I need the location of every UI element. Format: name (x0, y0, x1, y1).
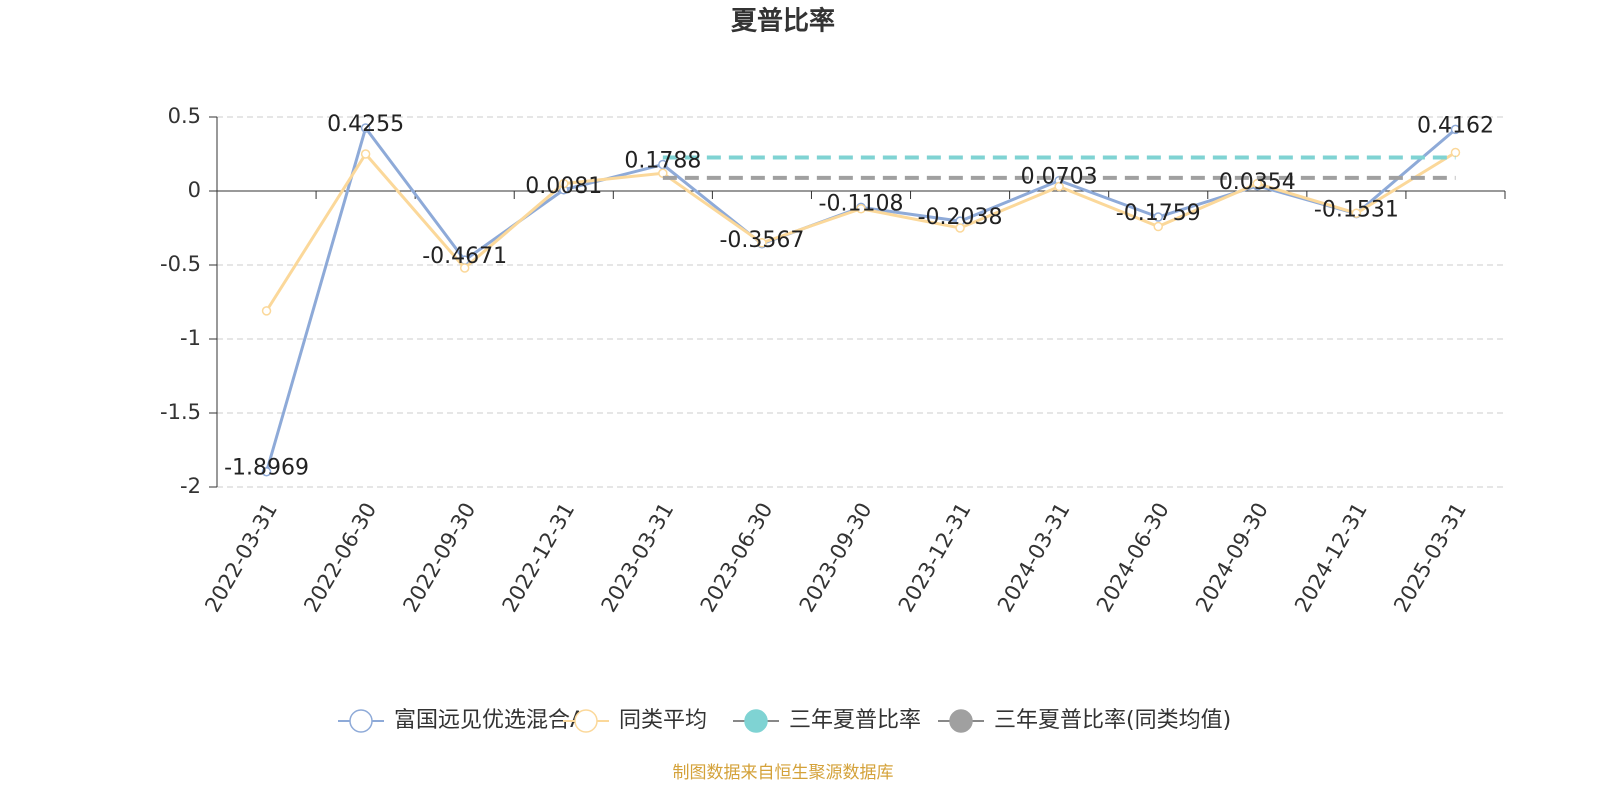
point (1351, 208, 1362, 218)
x-tick-label: 2022-06-30 (299, 499, 381, 617)
x-tick-label: 2023-06-30 (696, 499, 778, 617)
point (757, 238, 767, 248)
legend-label: 富国远见优选混合A (394, 708, 585, 733)
x-tick-label: 2025-03-31 (1389, 499, 1471, 617)
x-tick-label: 2022-09-30 (398, 499, 480, 617)
legend-label: 三年夏普比率(同类均值) (994, 708, 1231, 733)
x-tick-label: 2024-09-30 (1191, 499, 1273, 617)
chart-title: 夏普比率 (731, 6, 835, 37)
legend-item[interactable]: 三年夏普比率(同类均值) (938, 708, 1231, 733)
y-tick-label: -2 (180, 474, 201, 498)
legend-item[interactable]: 三年夏普比率 (733, 708, 921, 733)
data-label: -0.1108 (819, 191, 904, 216)
y-tick-label: -1.5 (160, 400, 201, 424)
data-label: 0.4255 (327, 112, 404, 137)
source-note: 制图数据来自恒生聚源数据库 (673, 763, 894, 783)
point (261, 306, 272, 316)
point (1054, 181, 1064, 192)
point (1153, 212, 1163, 222)
legend-marker (744, 709, 768, 733)
legend-marker (349, 709, 373, 733)
point (360, 149, 371, 159)
point (1450, 124, 1461, 135)
x-tick-label: 2024-03-31 (993, 499, 1075, 617)
point (1153, 221, 1163, 232)
legend-label: 同类平均 (619, 708, 707, 733)
legend-label: 三年夏普比率 (789, 708, 921, 733)
data-label: -1.8969 (224, 456, 309, 481)
legend-marker (574, 709, 598, 733)
data-label: 0.0703 (1021, 165, 1098, 190)
y-tick-label: -0.5 (160, 252, 201, 276)
legend-marker (949, 709, 973, 733)
legend-item[interactable]: 富国远见优选混合A (338, 708, 585, 733)
y-tick-label: 0.5 (168, 104, 201, 128)
data-label: -0.2038 (918, 205, 1003, 230)
x-tick-label: 2023-03-31 (597, 499, 679, 617)
data-label: 0.0354 (1219, 170, 1296, 195)
data-label: 0.1788 (624, 149, 701, 174)
data-label: -0.3567 (719, 228, 804, 253)
x-tick-label: 2022-03-31 (200, 499, 282, 617)
point (360, 123, 371, 133)
data-label: 0.4162 (1417, 113, 1494, 138)
point (261, 466, 272, 477)
data-label: 0.0081 (525, 174, 602, 199)
x-tick-label: 2023-12-31 (894, 499, 976, 617)
x-tick-label: 2024-06-30 (1092, 499, 1174, 617)
x-tick-label: 2024-12-31 (1290, 499, 1372, 617)
legend-item[interactable]: 同类平均 (563, 708, 707, 733)
y-tick-label: 0 (188, 178, 201, 202)
x-tick-label: 2022-12-31 (497, 499, 579, 617)
data-label: -0.1531 (1314, 198, 1399, 223)
data-label: -0.1759 (1116, 201, 1201, 226)
point (955, 223, 965, 233)
data-label: -0.4671 (422, 244, 507, 269)
point (1450, 147, 1461, 158)
point (856, 204, 866, 214)
x-tick-label: 2023-09-30 (795, 499, 877, 617)
point (559, 178, 569, 189)
y-tick-label: -1 (180, 326, 201, 350)
point (459, 263, 470, 273)
